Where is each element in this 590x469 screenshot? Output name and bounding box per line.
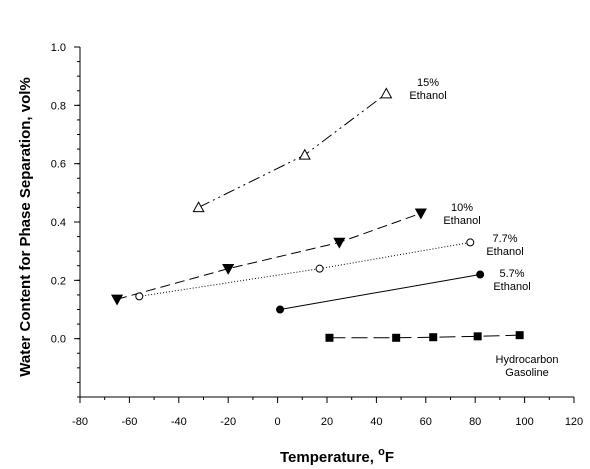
data-point [380,87,393,99]
series-label-line: Ethanol [486,246,523,258]
x-axis-unit: F [385,449,394,466]
data-point [429,333,438,342]
data-point [298,148,311,160]
data-point [473,332,482,341]
series-line [139,241,471,297]
x-tick-label: -80 [72,416,88,428]
series-label-line: Ethanol [409,90,446,102]
y-tick-label: 0.8 [51,100,66,112]
series-label-line: Hydrocarbon [496,354,559,366]
data-point [476,270,485,279]
data-point [315,264,324,273]
series-label: 5.7% Ethanol [493,268,530,293]
x-tick-label: -60 [121,416,137,428]
series-label-line: 15% [417,77,439,89]
series: 15% Ethanol [192,77,447,213]
series-label-line: 7.7% [492,233,517,245]
series: 7.7% Ethanol [135,233,524,301]
x-tick-label: -40 [171,416,187,428]
data-point [135,292,144,301]
data-point [325,333,334,342]
series-line [116,212,422,300]
data-point [222,263,235,275]
x-tick-label: 60 [420,416,432,428]
data-point [515,331,524,340]
data-point [276,305,285,314]
y-tick-label: 1.0 [51,42,66,54]
data-point [414,208,427,220]
series: Hydrocarbon Gasoline [325,331,558,379]
x-tick-label: 100 [515,416,533,428]
series-label-line: 10% [451,202,473,214]
x-axis-title: Temperature, oF [280,446,394,466]
data-point [466,238,475,247]
x-tick-label: 40 [370,416,382,428]
series: 5.7% Ethanol [276,268,531,314]
x-axis-unit-sup: o [378,446,385,458]
data-point [333,237,346,249]
series-label-line: Gasoline [505,367,548,379]
series-label-line: 5.7% [499,268,524,280]
x-tick-label: 20 [321,416,333,428]
y-tick-label: 0.6 [51,159,66,171]
series-label-line: Ethanol [443,215,480,227]
x-axis-title-text: Temperature, [280,449,378,466]
series-label: 15% Ethanol [409,77,446,102]
y-axis-title: Water Content for Phase Separation, vol% [17,77,34,377]
x-tick-label: 120 [565,416,583,428]
series-line [198,93,387,208]
y-tick-label: 0.4 [51,217,66,229]
data-point [192,201,205,213]
x-tick-label: -20 [220,416,236,428]
x-tick-label: 0 [275,416,281,428]
series-label: 7.7% Ethanol [486,233,523,258]
y-tick-label: 0.0 [51,334,66,346]
series-label-line: Ethanol [493,281,530,293]
series-label: 10% Ethanol [443,202,480,227]
y-tick-label: 0.2 [51,275,66,287]
x-tick-label: 80 [469,416,481,428]
series-line [279,274,481,310]
data-point [392,333,401,342]
series-label: Hydrocarbon Gasoline [496,354,559,379]
series-line [329,334,520,339]
data-point [111,294,124,306]
series: 10% Ethanol [111,202,481,306]
